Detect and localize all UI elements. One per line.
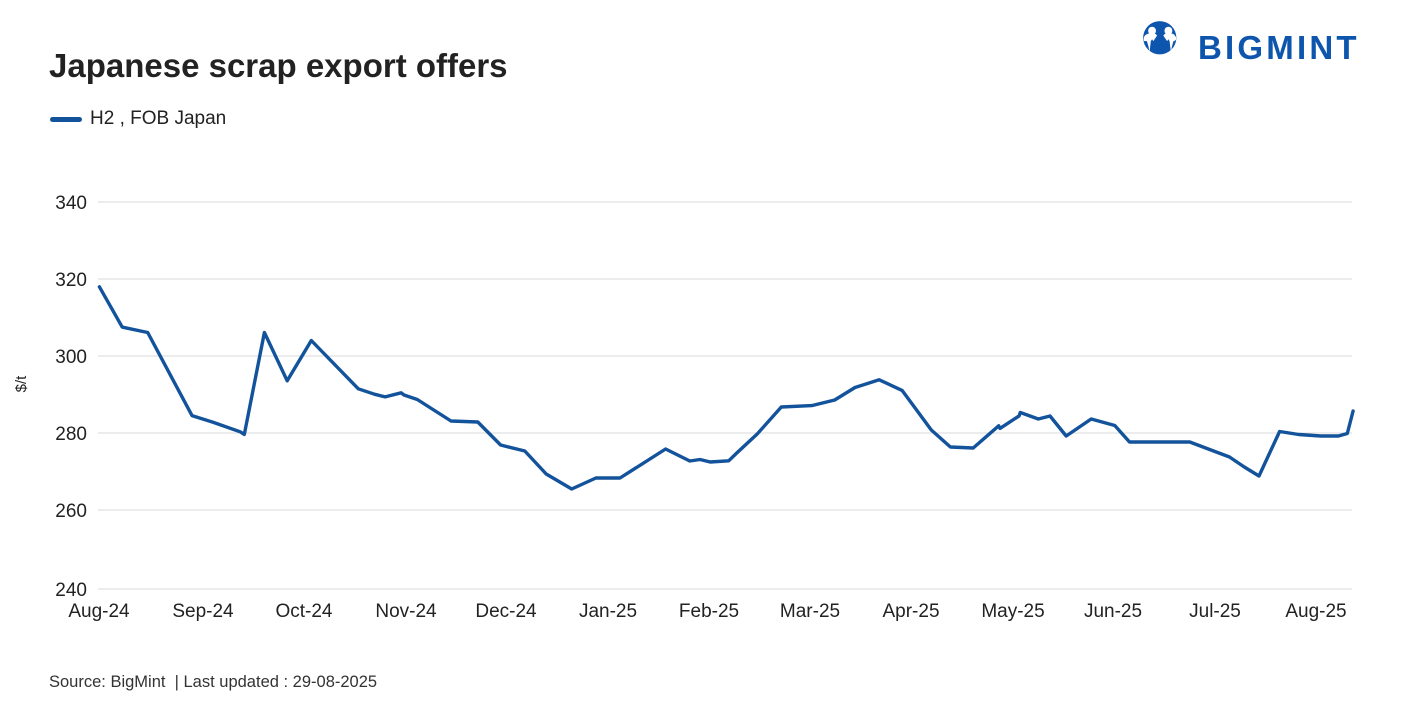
svg-text:May-25: May-25 [981, 601, 1044, 622]
svg-text:Nov-24: Nov-24 [375, 601, 437, 622]
svg-text:300: 300 [55, 347, 87, 368]
svg-text:Mar-25: Mar-25 [780, 601, 840, 622]
svg-text:Dec-24: Dec-24 [475, 601, 537, 622]
svg-text:$/t: $/t [13, 375, 30, 393]
svg-text:280: 280 [55, 424, 87, 445]
svg-text:240: 240 [55, 580, 87, 601]
svg-text:Oct-24: Oct-24 [275, 601, 332, 622]
svg-text:Sep-24: Sep-24 [172, 601, 234, 622]
svg-text:Jun-25: Jun-25 [1084, 601, 1142, 622]
svg-text:Jan-25: Jan-25 [579, 601, 637, 622]
svg-text:260: 260 [55, 501, 87, 522]
svg-text:340: 340 [55, 193, 87, 214]
svg-text:Jul-25: Jul-25 [1189, 601, 1241, 622]
svg-text:Aug-24: Aug-24 [68, 601, 130, 622]
svg-text:Feb-25: Feb-25 [679, 601, 739, 622]
svg-text:Apr-25: Apr-25 [882, 601, 939, 622]
svg-text:320: 320 [55, 270, 87, 291]
svg-text:Aug-25: Aug-25 [1285, 601, 1346, 622]
